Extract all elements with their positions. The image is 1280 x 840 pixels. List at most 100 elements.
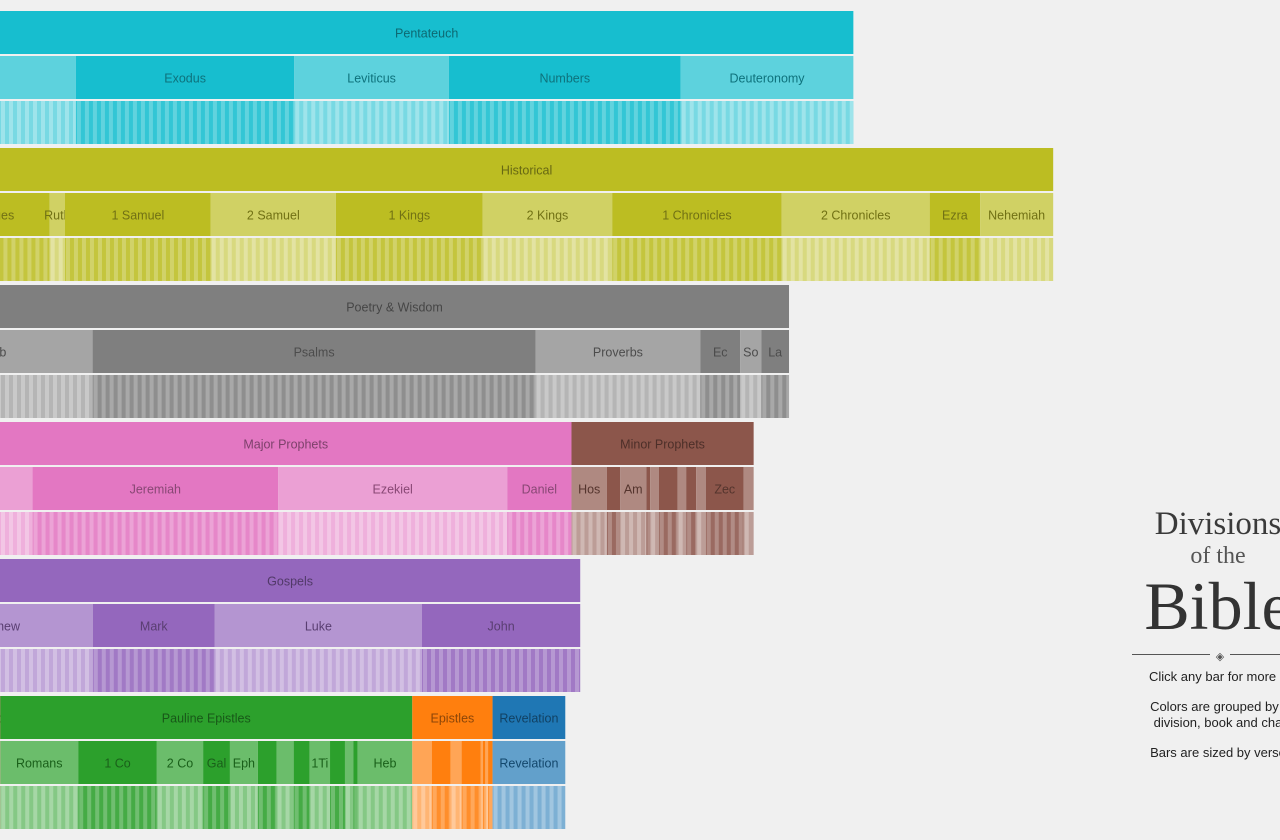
chapter-stripe[interactable]: [119, 786, 124, 829]
chapter-stripe[interactable]: [185, 512, 190, 555]
chapter-stripe[interactable]: [1, 512, 5, 555]
chapter-stripe[interactable]: [604, 512, 607, 555]
chapter-stripe[interactable]: [507, 238, 512, 281]
book-bar[interactable]: [357, 741, 413, 784]
chapter-stripe[interactable]: [41, 786, 46, 829]
chapter-stripe[interactable]: [225, 512, 230, 555]
chapter-stripe[interactable]: [596, 512, 601, 555]
chapter-stripe[interactable]: [648, 375, 653, 418]
chapter-stripe[interactable]: [299, 238, 304, 281]
chapter-stripe[interactable]: [141, 375, 146, 418]
chapter-stripe[interactable]: [397, 375, 402, 418]
book-bar[interactable]: [650, 467, 659, 510]
division-bar[interactable]: [412, 696, 493, 739]
chapter-stripe[interactable]: [407, 101, 412, 144]
chapter-stripe[interactable]: [537, 101, 542, 144]
chapter-stripe[interactable]: [157, 649, 162, 692]
chapter-stripe[interactable]: [259, 238, 264, 281]
book-bar[interactable]: [344, 741, 354, 784]
chapter-stripe[interactable]: [318, 786, 323, 829]
division-bar[interactable]: [0, 285, 790, 328]
chapter-stripe[interactable]: [429, 786, 432, 829]
book-bar[interactable]: [75, 56, 295, 99]
chapter-stripe[interactable]: [817, 101, 822, 144]
chapter-stripe[interactable]: [477, 375, 482, 418]
chapter-stripe[interactable]: [459, 786, 462, 829]
chapter-stripe[interactable]: [391, 512, 396, 555]
chapter-stripe[interactable]: [73, 786, 78, 829]
chapter-stripe[interactable]: [415, 512, 420, 555]
book-bar[interactable]: [431, 741, 451, 784]
chapter-stripe[interactable]: [814, 238, 819, 281]
chapter-stripe[interactable]: [413, 786, 418, 829]
chapter-stripe[interactable]: [798, 238, 803, 281]
chapter-stripe[interactable]: [617, 101, 622, 144]
chapter-stripe[interactable]: [656, 375, 661, 418]
chapter-stripe[interactable]: [463, 649, 467, 692]
chapter-stripe[interactable]: [352, 238, 357, 281]
chapter-stripe[interactable]: [215, 649, 220, 692]
chapter-stripe[interactable]: [483, 786, 486, 829]
chapter-stripe[interactable]: [383, 512, 388, 555]
chapter-stripe[interactable]: [101, 375, 106, 418]
chapter-stripe[interactable]: [453, 375, 458, 418]
chapter-stripe[interactable]: [41, 512, 46, 555]
chapter-stripe[interactable]: [571, 238, 576, 281]
book-bar[interactable]: [203, 741, 230, 784]
chapter-stripe[interactable]: [197, 375, 202, 418]
book-bar[interactable]: [276, 741, 294, 784]
chapter-stripe[interactable]: [473, 101, 478, 144]
book-bar[interactable]: [210, 193, 336, 236]
chapter-stripe[interactable]: [319, 512, 324, 555]
chapter-stripe[interactable]: [462, 786, 467, 829]
division-bar[interactable]: [0, 11, 854, 54]
chapter-stripe[interactable]: [809, 101, 814, 144]
chapter-stripe[interactable]: [469, 375, 474, 418]
chapter-stripe[interactable]: [423, 512, 428, 555]
chapter-stripe[interactable]: [243, 238, 248, 281]
chapter-stripe[interactable]: [333, 375, 338, 418]
chapter-stripe[interactable]: [311, 649, 316, 692]
chapter-stripe[interactable]: [585, 101, 590, 144]
chapter-stripe[interactable]: [302, 786, 307, 829]
chapter-stripe[interactable]: [209, 512, 214, 555]
chapter-stripe[interactable]: [601, 101, 606, 144]
chapter-stripe[interactable]: [989, 238, 994, 281]
chapter-stripe[interactable]: [375, 649, 380, 692]
chapter-stripe[interactable]: [757, 375, 762, 418]
chapter-stripe[interactable]: [552, 375, 557, 418]
chapter-stripe[interactable]: [113, 238, 118, 281]
chapter-stripe[interactable]: [615, 512, 620, 555]
chapter-stripe[interactable]: [181, 375, 186, 418]
chapter-stripe[interactable]: [675, 512, 678, 555]
chapter-stripe[interactable]: [367, 101, 372, 144]
chapter-stripe[interactable]: [487, 649, 491, 692]
book-bar[interactable]: [412, 741, 432, 784]
chapter-stripe[interactable]: [327, 649, 332, 692]
chapter-stripe[interactable]: [220, 101, 225, 144]
chapter-stripe[interactable]: [212, 101, 217, 144]
chapter-stripe[interactable]: [151, 786, 156, 829]
book-bar[interactable]: [535, 330, 701, 373]
book-bar[interactable]: [696, 467, 706, 510]
chapter-stripe[interactable]: [287, 512, 292, 555]
book-bar[interactable]: [980, 193, 1054, 236]
chapter-stripe[interactable]: [37, 375, 41, 418]
chapter-stripe[interactable]: [389, 375, 394, 418]
chapter-stripe[interactable]: [254, 786, 258, 829]
book-bar[interactable]: [488, 741, 493, 784]
chapter-stripe[interactable]: [231, 649, 236, 692]
book-bar[interactable]: [335, 193, 483, 236]
chapter-stripe[interactable]: [830, 238, 835, 281]
book-bar[interactable]: [78, 741, 157, 784]
chapter-stripe[interactable]: [470, 786, 475, 829]
chapter-stripe[interactable]: [265, 512, 270, 555]
chapter-stripe[interactable]: [509, 786, 514, 829]
chapter-stripe[interactable]: [415, 649, 420, 692]
chapter-stripe[interactable]: [785, 101, 790, 144]
chapter-stripe[interactable]: [696, 375, 701, 418]
chapter-stripe[interactable]: [181, 649, 186, 692]
chapter-stripe[interactable]: [196, 101, 201, 144]
book-bar[interactable]: [480, 741, 483, 784]
chapter-stripe[interactable]: [926, 238, 930, 281]
